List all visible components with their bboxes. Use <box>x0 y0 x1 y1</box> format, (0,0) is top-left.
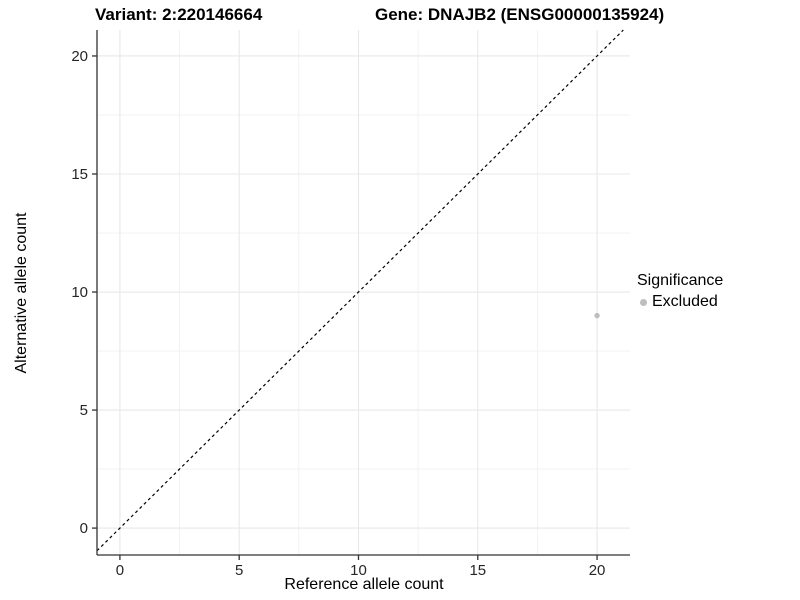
y-tick-label: 0 <box>80 520 88 537</box>
plot-title-variant: Variant: 2:220146664 <box>95 5 263 24</box>
identity-dashed-line <box>96 29 624 552</box>
y-tick-label: 20 <box>71 48 88 65</box>
x-tick-label: 15 <box>469 562 486 579</box>
x-tick-label: 10 <box>350 562 367 579</box>
y-tick-label: 5 <box>80 402 88 419</box>
plot-title-gene: Gene: DNAJB2 (ENSG00000135924) <box>375 5 665 24</box>
legend: Significance Excluded <box>637 271 723 311</box>
legend-entry-excluded: Excluded <box>637 293 723 311</box>
legend-entry-label: Excluded <box>652 293 718 310</box>
legend-point-icon <box>640 298 647 306</box>
x-axis-title: Reference allele count <box>284 576 444 593</box>
x-tick-label: 0 <box>116 562 124 579</box>
x-tick-label: 20 <box>589 562 606 579</box>
y-axis-title: Alternative allele count <box>13 212 30 374</box>
x-tick-label: 5 <box>235 562 243 579</box>
y-tick-label: 10 <box>71 284 88 301</box>
y-tick-label: 15 <box>71 166 88 183</box>
legend-title: Significance <box>637 272 724 289</box>
data-point <box>594 312 600 319</box>
